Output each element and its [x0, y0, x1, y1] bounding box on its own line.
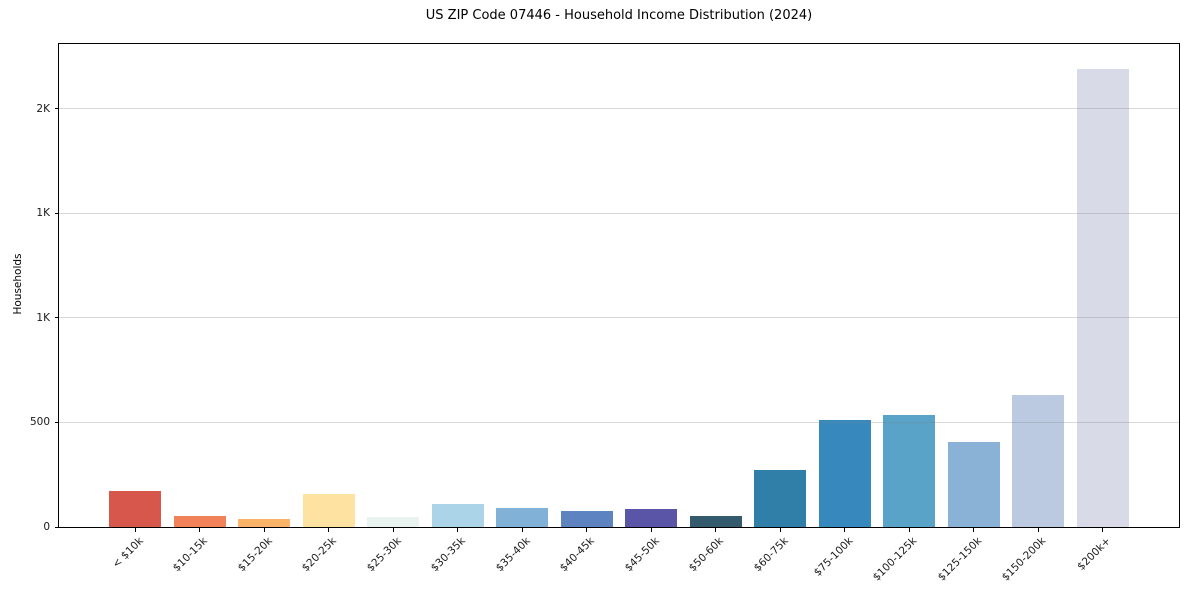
- y-tick-label: 2K: [36, 102, 50, 115]
- y-tick-mark: [55, 108, 59, 110]
- gridline: [59, 421, 1179, 423]
- x-tick-mark: [586, 528, 587, 532]
- x-tick-mark: [1037, 528, 1039, 532]
- bar: [1012, 395, 1064, 527]
- x-tick-mark: [715, 528, 716, 532]
- gridline: [59, 317, 1179, 319]
- x-tick-mark: [1102, 528, 1103, 532]
- bar: [173, 515, 226, 527]
- x-tick-mark: [457, 528, 458, 532]
- bar: [367, 517, 419, 527]
- y-tick-mark: [55, 421, 59, 423]
- x-tick-mark: [392, 528, 394, 532]
- x-tick-mark: [199, 528, 200, 532]
- y-tick-label: 500: [29, 416, 50, 429]
- bar: [818, 420, 871, 527]
- x-tick-mark: [779, 528, 781, 532]
- bar: [496, 507, 548, 527]
- bar: [754, 469, 806, 527]
- y-tick-mark: [55, 317, 59, 319]
- bar: [883, 415, 935, 527]
- plot-area: [58, 43, 1180, 528]
- chart-title: US ZIP Code 07446 - Household Income Dis…: [425, 8, 813, 23]
- bar: [625, 509, 677, 527]
- y-tick-label: 0: [43, 521, 50, 533]
- bar: [431, 504, 484, 527]
- bar: [947, 442, 1000, 527]
- x-tick-mark: [328, 528, 329, 532]
- x-tick-mark: [521, 528, 523, 532]
- bar: [1076, 69, 1129, 527]
- x-tick-mark: [844, 528, 845, 532]
- bar: [109, 491, 161, 527]
- y-tick-label: 1K: [36, 207, 50, 220]
- gridline: [59, 212, 1179, 214]
- gridline: [59, 108, 1179, 110]
- x-tick-mark: [134, 528, 136, 532]
- x-tick-mark: [973, 528, 974, 532]
- bar: [560, 510, 613, 527]
- bar: [302, 493, 355, 527]
- x-tick-mark: [908, 528, 910, 532]
- bar: [689, 516, 742, 527]
- y-tick-mark: [55, 526, 59, 528]
- y-tick-label: 1K: [36, 311, 50, 324]
- y-axis-label: Households: [12, 253, 24, 315]
- bar: [238, 519, 290, 527]
- y-tick-mark: [55, 212, 59, 214]
- x-tick-mark: [650, 528, 652, 532]
- x-tick-mark: [263, 528, 265, 532]
